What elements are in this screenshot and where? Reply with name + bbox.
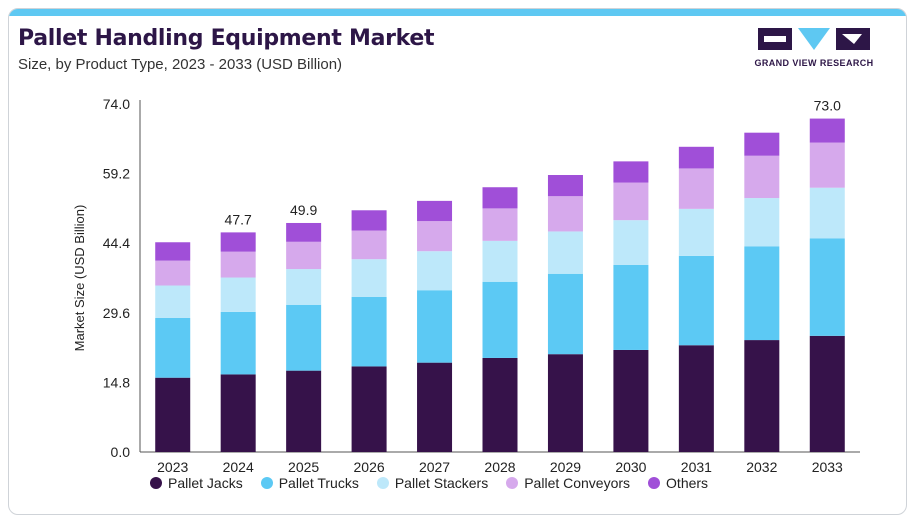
bar-segment-pallet-trucks (613, 264, 649, 350)
legend-swatch (648, 477, 661, 489)
y-axis-label: Market Size (USD Billion) (72, 205, 87, 352)
bar-segment-pallet-trucks (678, 255, 714, 346)
y-tick-label: 44.4 (103, 235, 130, 251)
bar-segment-pallet-jacks (417, 362, 453, 452)
legend-label: Pallet Stackers (394, 475, 489, 491)
logo-text: GRAND VIEW RESEARCH (754, 58, 874, 68)
legend-item: Others (648, 475, 708, 491)
legend-item: Pallet Conveyors (506, 475, 630, 491)
chart-legend: Pallet Jacks Pallet Trucks Pallet Stackers… (150, 475, 708, 491)
bar-segment-others (547, 175, 583, 197)
bar-segment-pallet-jacks (678, 345, 714, 452)
bar-segment-pallet-conveyors (744, 155, 780, 199)
legend-swatch (376, 477, 389, 489)
x-tick-label: 2023 (157, 459, 188, 475)
x-tick-label: 2033 (812, 459, 843, 475)
legend-label: Pallet Conveyors (524, 475, 631, 491)
bar-segment-pallet-stackers (155, 285, 191, 318)
bar-segment-pallet-trucks (482, 281, 518, 358)
legend-swatch (150, 477, 162, 489)
bar-segment-pallet-trucks (417, 290, 453, 363)
bar-segment-pallet-jacks (809, 335, 845, 452)
bar-segment-pallet-conveyors (417, 221, 453, 252)
bar-segment-others (155, 242, 191, 261)
bar-segment-pallet-stackers (547, 231, 583, 274)
legend-item: Pallet Jacks (150, 475, 243, 491)
bar-segment-others (678, 146, 714, 169)
bar-segment-pallet-stackers (482, 240, 518, 282)
bar-segment-pallet-trucks (809, 238, 845, 336)
bar-segment-pallet-stackers (286, 269, 322, 305)
y-tick-label: 0.0 (111, 444, 131, 460)
y-tick-label: 74.0 (103, 96, 130, 112)
bar-segment-pallet-conveyors (482, 208, 518, 241)
accent-bar (9, 9, 906, 16)
bar-segment-pallet-trucks (155, 317, 191, 378)
bar-segment-pallet-jacks (286, 370, 322, 452)
bar-segment-others (220, 232, 256, 252)
chart-subtitle: Size, by Product Type, 2023 - 2033 (USD … (18, 56, 343, 73)
x-tick-label: 2031 (681, 459, 712, 475)
legend-swatch (506, 477, 519, 489)
bar-segment-pallet-jacks (613, 349, 649, 452)
bar-segment-pallet-conveyors (286, 241, 322, 270)
bar-segment-pallet-conveyors (351, 230, 387, 260)
legend-item: Pallet Trucks (260, 475, 359, 491)
bar-segment-pallet-trucks (547, 273, 583, 355)
bar-segment-pallet-stackers (809, 187, 845, 239)
bar-segment-pallet-jacks (744, 340, 780, 452)
y-tick-label: 14.8 (103, 374, 130, 390)
logo-mark-icon (758, 28, 870, 50)
bar-segment-pallet-conveyors (220, 251, 256, 278)
bar-segment-pallet-stackers (351, 259, 387, 297)
bar-segment-pallet-jacks (220, 374, 256, 452)
bar-segment-pallet-stackers (678, 208, 714, 256)
bar-segment-others (351, 210, 387, 231)
bar-segment-others (417, 200, 453, 222)
bar-segment-pallet-conveyors (809, 142, 845, 188)
legend-item: Pallet Stackers (376, 475, 489, 491)
bar-segment-pallet-conveyors (155, 260, 191, 286)
grand-view-research-logo: GRAND VIEW RESEARCH (750, 26, 878, 74)
legend-label: Others (666, 475, 709, 491)
x-tick-label: 2032 (746, 459, 777, 475)
x-tick-label: 2026 (354, 459, 385, 475)
bar-segment-pallet-conveyors (678, 168, 714, 209)
data-label: 73.0 (814, 98, 841, 114)
data-label: 47.7 (225, 211, 252, 227)
chart-title: Pallet Handling Equipment Market (18, 26, 435, 51)
bar-segment-pallet-stackers (744, 198, 780, 247)
legend-label: Pallet Trucks (278, 475, 359, 491)
y-tick-label: 29.6 (103, 305, 130, 321)
y-tick-label: 59.2 (103, 166, 130, 182)
x-tick-label: 2024 (223, 459, 254, 475)
bar-segment-pallet-trucks (286, 304, 322, 371)
x-tick-label: 2025 (288, 459, 319, 475)
bar-segment-others (613, 161, 649, 183)
bar-segment-pallet-stackers (613, 220, 649, 265)
x-tick-label: 2030 (615, 459, 646, 475)
bar-segment-pallet-stackers (417, 251, 453, 291)
bar-segment-pallet-jacks (547, 354, 583, 452)
legend-swatch (260, 477, 273, 489)
bar-segment-pallet-trucks (220, 311, 256, 375)
x-tick-label: 2029 (550, 459, 581, 475)
bar-segment-pallet-jacks (155, 377, 191, 452)
bar-segment-pallet-trucks (744, 246, 780, 341)
legend-label: Pallet Jacks (168, 475, 243, 491)
bar-segment-pallet-jacks (351, 366, 387, 452)
bar-segment-pallet-stackers (220, 277, 256, 312)
bar-segment-others (286, 222, 322, 242)
bar-segment-pallet-conveyors (613, 182, 649, 221)
bar-segment-others (482, 187, 518, 209)
bar-segment-pallet-conveyors (547, 196, 583, 232)
data-label: 49.9 (290, 202, 317, 218)
bar-segment-others (744, 132, 780, 156)
bar-segment-pallet-trucks (351, 296, 387, 367)
bar-segment-pallet-jacks (482, 357, 518, 452)
x-tick-label: 2027 (419, 459, 450, 475)
bar-segment-others (809, 118, 845, 143)
x-tick-label: 2028 (484, 459, 515, 475)
